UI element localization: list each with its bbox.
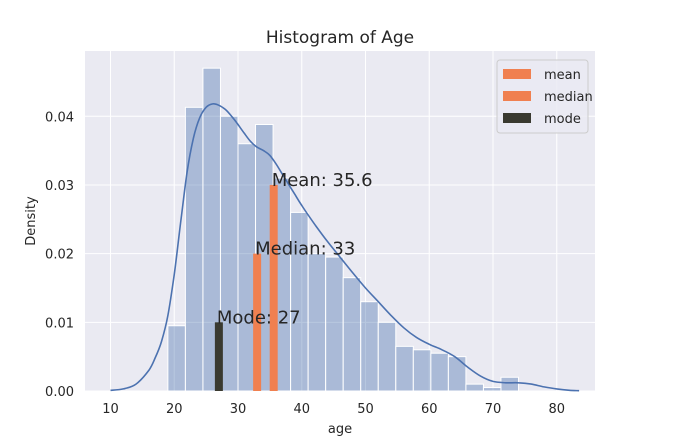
y-tick-label: 0.01 [45, 316, 74, 331]
y-axis-label: Density [24, 196, 39, 246]
x-axis-label: age [328, 422, 352, 437]
histogram-bar [430, 352, 449, 392]
histogram-bar [307, 253, 327, 392]
legend-swatch-mode [503, 113, 531, 123]
legend-swatch-mean [503, 69, 531, 79]
median-annotation: Median: 33 [255, 239, 355, 260]
histogram-bar [482, 387, 502, 392]
legend-label-mode: mode [544, 112, 581, 127]
y-tick-label: 0.02 [45, 248, 74, 263]
y-tick-label: 0.00 [45, 385, 74, 400]
histogram-bar [167, 325, 186, 392]
kde-curve [110, 103, 580, 392]
x-tick-label: 60 [421, 402, 438, 417]
annotations: Mean: 35.6 Median: 33 Mode: 27 [217, 170, 373, 328]
x-tick-labels: 10 20 30 40 50 60 70 80 [102, 402, 565, 417]
histogram-bar [395, 345, 414, 392]
histogram-bar [500, 376, 519, 392]
histogram-bars [167, 67, 519, 392]
legend-label-mean: mean [544, 68, 581, 83]
chart-title: Histogram of Age [266, 28, 414, 48]
x-tick-label: 50 [357, 402, 374, 417]
x-tick-label: 70 [485, 402, 502, 417]
mode-bar [214, 322, 223, 391]
y-tick-label: 0.03 [45, 179, 74, 194]
histogram-bar [219, 115, 239, 392]
legend-label-median: median [544, 90, 593, 105]
x-tick-label: 20 [166, 402, 183, 417]
mode-annotation: Mode: 27 [217, 307, 301, 328]
histogram-bar [325, 256, 344, 392]
y-tick-labels: 0.00 0.01 0.02 0.03 0.04 [45, 110, 74, 400]
histogram-bar [360, 301, 379, 392]
median-bar [253, 253, 262, 391]
histogram-bar [447, 356, 467, 392]
reference-bars [214, 184, 278, 391]
y-tick-label: 0.04 [45, 110, 74, 125]
histogram-bar [342, 277, 362, 392]
x-tick-label: 80 [548, 402, 565, 417]
histogram-bar [184, 106, 204, 392]
histogram-bar [237, 143, 257, 392]
legend: mean median mode [496, 59, 593, 134]
histogram-bar [412, 349, 432, 392]
histogram-bar [465, 383, 484, 392]
x-tick-label: 10 [102, 402, 119, 417]
mean-bar [269, 184, 278, 391]
mean-annotation: Mean: 35.6 [272, 170, 373, 191]
histogram-bar [377, 321, 397, 392]
legend-swatch-median [503, 91, 531, 101]
x-tick-label: 40 [293, 402, 310, 417]
x-tick-label: 30 [230, 402, 247, 417]
